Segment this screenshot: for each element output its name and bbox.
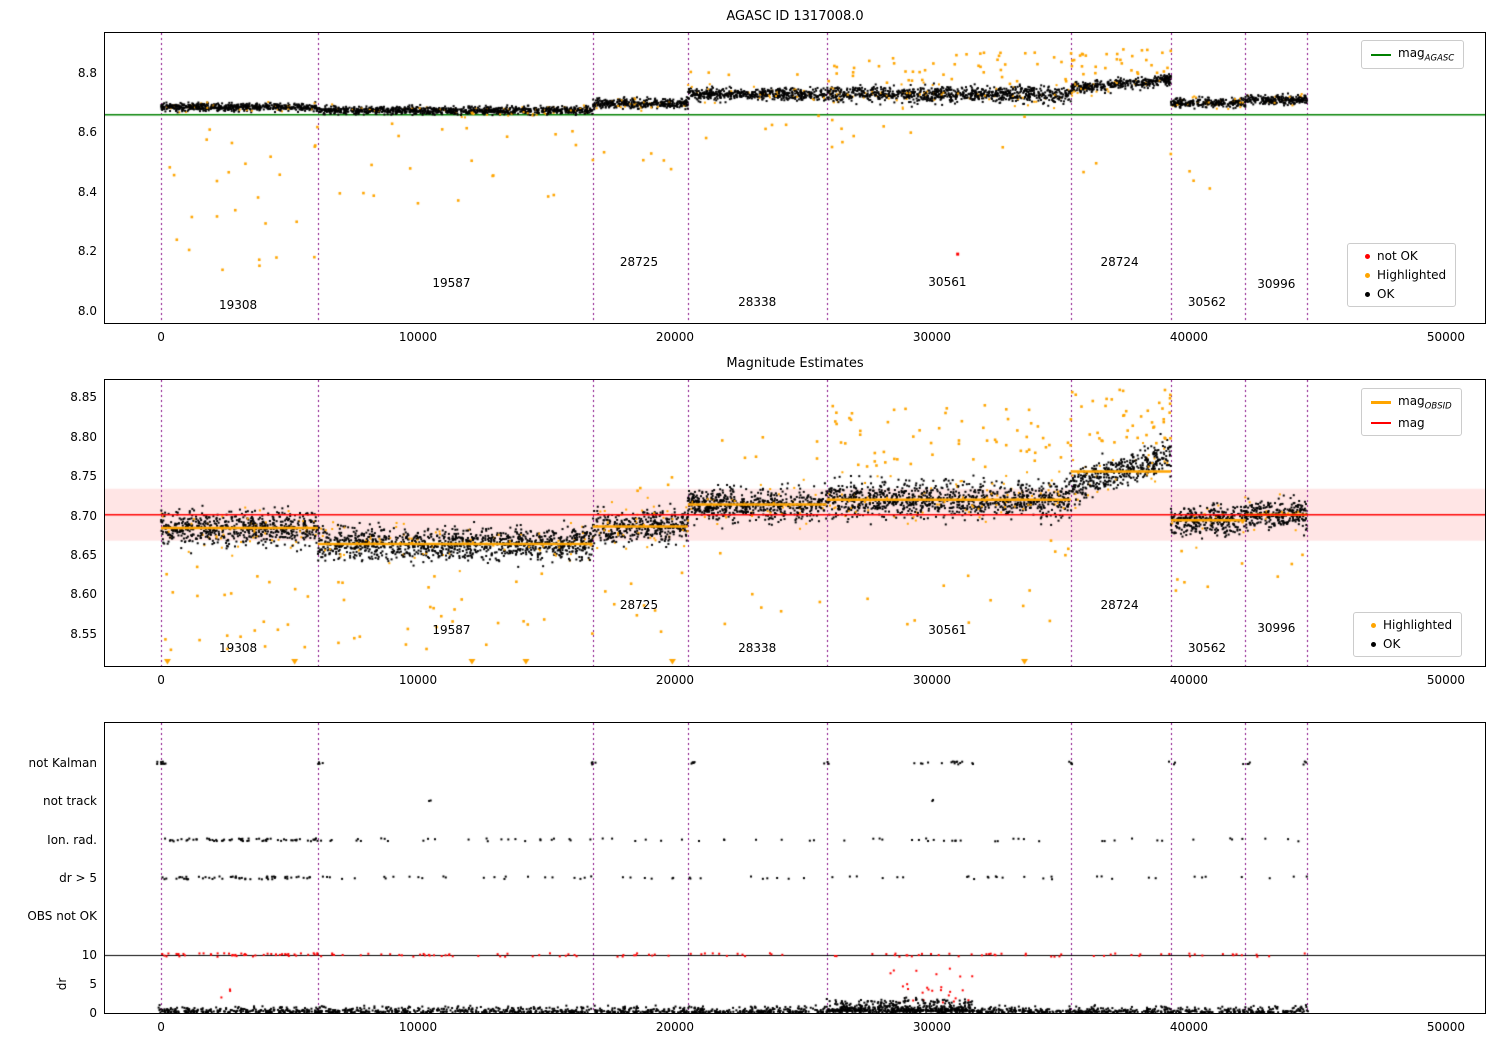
x-tick-label-top: 10000 <box>398 330 438 344</box>
y-tick-label-top: 8.4 <box>77 184 97 199</box>
mid-chart-title: Magnitude Estimates <box>726 356 864 371</box>
mag-obsid-legend-main: mag <box>1398 394 1425 408</box>
x-tick-label-top: 30000 <box>912 330 952 344</box>
flag-row-label: not Kalman <box>28 756 97 771</box>
y-tick-label-mid: 8.80 <box>70 429 97 444</box>
legend-row: magAGASC <box>1371 46 1454 63</box>
x-tick-label-mid: 20000 <box>655 673 695 687</box>
highlighted-marker-swatch <box>1370 622 1376 628</box>
dr-tick-label: 5 <box>89 977 97 991</box>
mag-agasc-legend-main: mag <box>1398 46 1425 60</box>
ok-legend-label: OK <box>1383 637 1401 651</box>
ok-marker-swatch <box>1364 291 1370 297</box>
mag-agasc-legend-sub: AGASC <box>1424 53 1455 64</box>
not-ok-legend-label: not OK <box>1377 249 1418 263</box>
y-tick-label-top: 8.2 <box>77 244 97 259</box>
mid-chart-canvas <box>104 379 1486 667</box>
mag-agasc-legend-label: magAGASC <box>1398 46 1454 63</box>
x-tick-label-flags: 10000 <box>398 1020 438 1034</box>
legend-row: mag <box>1371 416 1452 430</box>
x-tick-label-flags: 50000 <box>1426 1020 1466 1034</box>
x-tick-label-flags: 0 <box>157 1020 165 1034</box>
legend-top-markers: not OK Highlighted OK <box>1347 243 1457 307</box>
highlighted-marker-swatch <box>1364 272 1370 278</box>
mag-obsid-line-swatch <box>1371 401 1391 405</box>
x-tick-label-top: 50000 <box>1426 330 1466 344</box>
x-tick-label-flags: 30000 <box>912 1020 952 1034</box>
dr-tick-label: 10 <box>81 948 97 962</box>
x-tick-label-top: 0 <box>157 330 165 344</box>
flag-row-label: dr > 5 <box>59 870 97 885</box>
legend-row: magOBSID <box>1371 394 1452 411</box>
mag-legend-label: mag <box>1398 416 1425 431</box>
flag-row-label: not track <box>42 794 97 808</box>
legend-row: not OK <box>1357 249 1446 263</box>
x-tick-label-mid: 10000 <box>398 673 438 687</box>
y-tick-label-mid: 8.55 <box>70 626 97 641</box>
flag-row-label: OBS not OK <box>27 909 97 924</box>
x-tick-label-flags: 20000 <box>655 1020 695 1034</box>
mag-obsid-legend-sub: OBSID <box>1424 401 1452 412</box>
not-ok-marker-swatch <box>1364 253 1370 259</box>
x-tick-label-mid: 0 <box>157 673 165 687</box>
y-tick-label-mid: 8.75 <box>70 469 97 484</box>
highlighted-legend-label: Highlighted <box>1377 268 1447 282</box>
x-tick-label-mid: 30000 <box>912 673 952 687</box>
legend-row: Highlighted <box>1357 268 1446 282</box>
legend-row: OK <box>1363 637 1452 651</box>
legend-mag-agasc: magAGASC <box>1361 40 1465 70</box>
x-tick-label-top: 20000 <box>655 330 695 344</box>
y-tick-label-mid: 8.60 <box>70 587 97 602</box>
y-tick-label-mid: 8.70 <box>70 508 97 523</box>
top-chart-title: AGASC ID 1317008.0 <box>726 9 864 24</box>
legend-mid-markers: Highlighted OK <box>1353 612 1463 657</box>
y-tick-label-top: 8.8 <box>77 66 97 81</box>
mag-obsid-legend-label: magOBSID <box>1398 394 1452 411</box>
top-chart-canvas <box>104 32 1486 324</box>
mag-agasc-line-swatch <box>1371 53 1391 56</box>
flags-chart-canvas <box>104 722 1486 1014</box>
x-tick-label-top: 40000 <box>1169 330 1209 344</box>
y-tick-label-top: 8.0 <box>77 303 97 318</box>
x-tick-label-mid: 50000 <box>1426 673 1466 687</box>
dr-axis-label: dr <box>55 977 69 991</box>
flag-row-label: Ion. rad. <box>47 832 97 847</box>
legend-row: Highlighted <box>1363 618 1452 632</box>
legend-mid-lines: magOBSID mag <box>1361 388 1462 437</box>
legend-row: OK <box>1357 287 1446 301</box>
x-tick-label-mid: 40000 <box>1169 673 1209 687</box>
y-tick-label-mid: 8.85 <box>70 390 97 405</box>
dr-tick-label: 0 <box>89 1006 97 1020</box>
highlighted-legend-label: Highlighted <box>1383 618 1453 632</box>
y-tick-label-mid: 8.65 <box>70 547 97 562</box>
ok-marker-swatch <box>1370 641 1376 647</box>
mag-line-swatch <box>1371 422 1391 425</box>
x-tick-label-flags: 40000 <box>1169 1020 1209 1034</box>
y-tick-label-top: 8.6 <box>77 125 97 140</box>
ok-legend-label: OK <box>1377 287 1395 301</box>
